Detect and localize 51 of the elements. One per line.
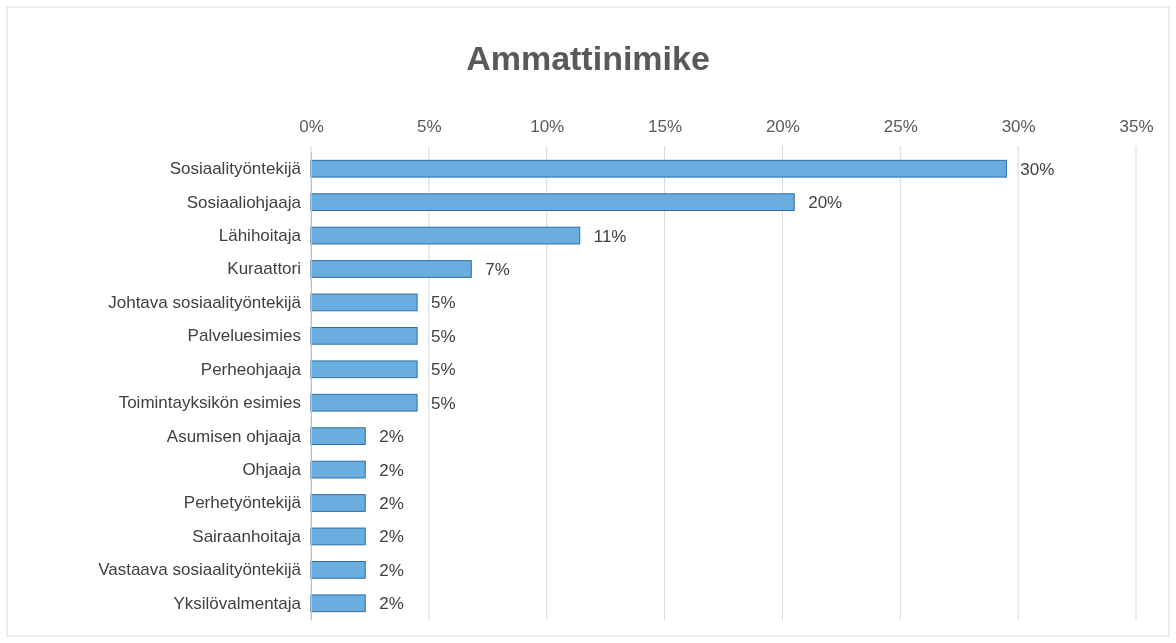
data-label: 30% xyxy=(1020,159,1055,179)
data-label: 2% xyxy=(379,427,404,447)
bar xyxy=(310,193,795,211)
y-tick-label: Sosiaaliohjaaja xyxy=(186,192,302,212)
y-tick-label: Sosiaalityöntekijä xyxy=(169,159,302,179)
y-tick-label: Vastaava sosiaalityöntekijä xyxy=(98,560,302,580)
data-label: 2% xyxy=(379,527,404,547)
data-label: 20% xyxy=(808,193,843,213)
bar xyxy=(310,393,418,412)
y-tick-label: Sairaanhoitaja xyxy=(192,526,302,546)
y-tick-label: Johtava sosiaalityöntekijä xyxy=(108,292,302,312)
data-label: 5% xyxy=(431,293,456,313)
x-tick-label: 35% xyxy=(1119,117,1154,136)
data-label: 2% xyxy=(379,494,404,513)
data-label: 2% xyxy=(379,560,404,580)
bar xyxy=(310,226,581,245)
y-tick-label: Kuraattori xyxy=(227,259,301,279)
bar xyxy=(310,494,366,512)
y-tick-label: Perhetyöntekijä xyxy=(183,493,302,513)
data-label: 2% xyxy=(379,460,404,480)
bar xyxy=(310,293,418,312)
bar xyxy=(310,360,418,379)
y-tick-label: Toimintayksikön esimies xyxy=(118,393,301,413)
x-tick-label: 30% xyxy=(1001,117,1036,136)
y-tick-label: Ohjaaja xyxy=(242,460,302,480)
x-tick-label: 25% xyxy=(883,117,918,136)
data-label: 11% xyxy=(593,226,627,246)
bar xyxy=(310,460,366,479)
bar xyxy=(310,260,472,278)
x-tick-label: 15% xyxy=(648,117,683,136)
data-label: 5% xyxy=(431,393,456,413)
y-tick-label: Perheohjaaja xyxy=(200,359,302,379)
x-tick-label: 5% xyxy=(417,117,442,136)
chart-title: Ammattinimike xyxy=(466,39,710,77)
bar xyxy=(310,327,418,345)
data-label: 2% xyxy=(379,594,404,614)
x-tick-label: 0% xyxy=(299,117,324,136)
bar xyxy=(310,427,366,445)
bar xyxy=(310,594,366,613)
y-tick-label: Lähihoitaja xyxy=(218,226,302,246)
x-tick-label: 20% xyxy=(765,117,800,136)
bar xyxy=(310,159,1007,178)
data-label: 5% xyxy=(431,360,456,380)
data-label: 5% xyxy=(431,326,456,346)
bar xyxy=(310,561,366,579)
x-tick-label: 10% xyxy=(530,117,565,136)
y-tick-label: Yksilövalmentaja xyxy=(173,593,302,613)
data-label: 7% xyxy=(485,260,510,279)
y-tick-label: Palveluesimies xyxy=(187,326,301,346)
y-tick-label: Asumisen ohjaaja xyxy=(166,426,302,446)
bar xyxy=(310,527,366,546)
